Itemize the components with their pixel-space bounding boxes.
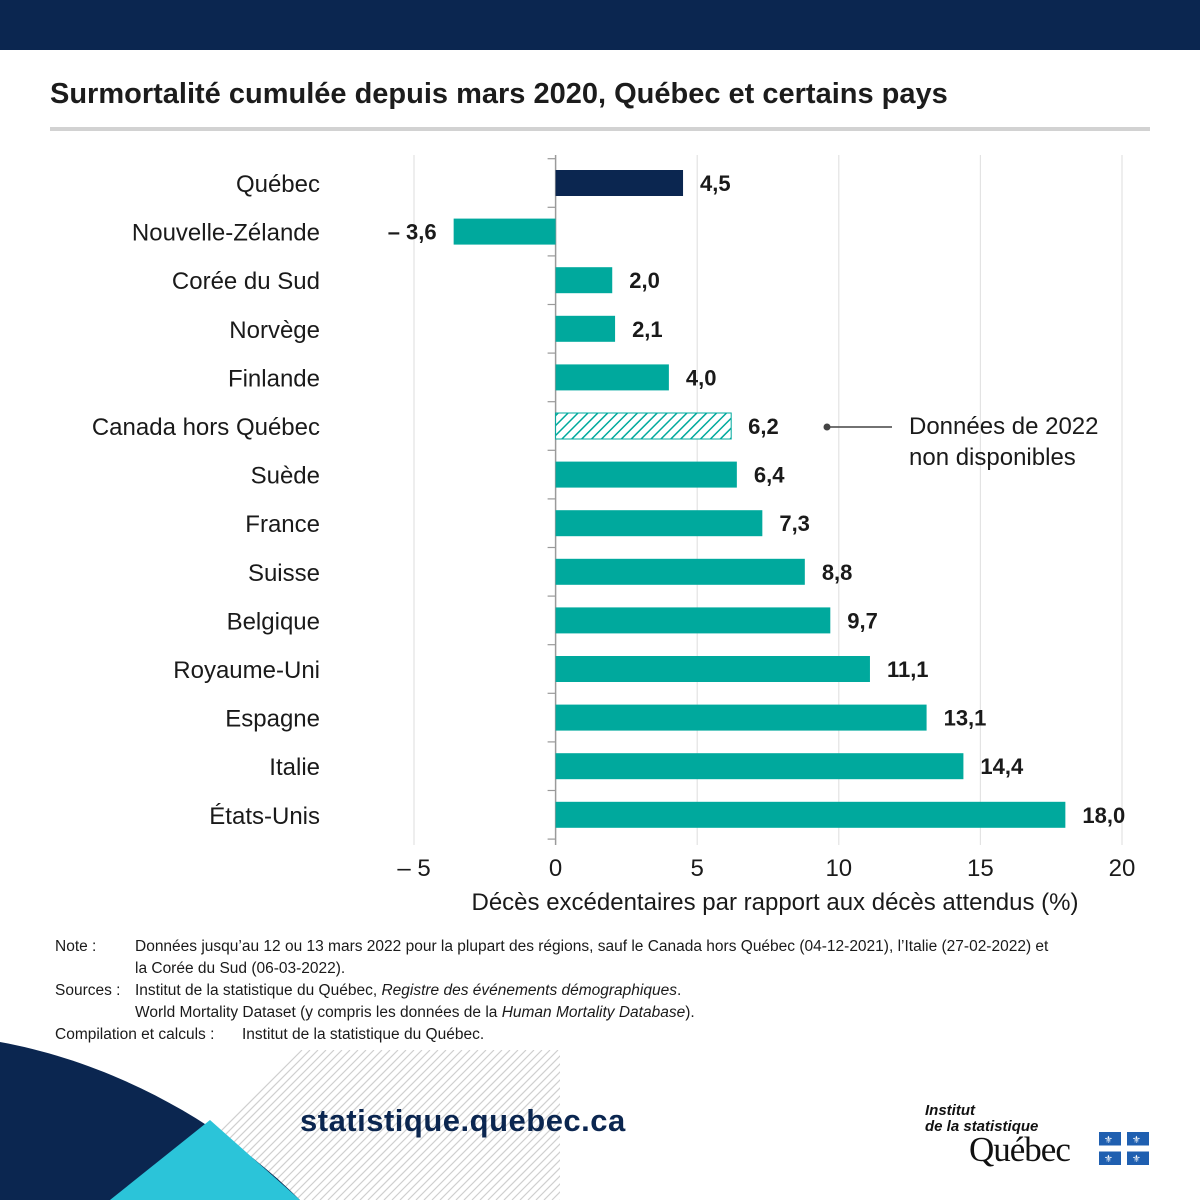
bar-chart: Québec Nouvelle-Zélande Corée du Sud Norvèg… (92, 155, 1135, 916)
source-2-end: ). (685, 1004, 695, 1021)
x-tick-label: 5 (691, 855, 704, 882)
footnotes: Note : Données jusqu’au 12 ou 13 mars 20… (55, 936, 1155, 1046)
value-label: 11,1 (887, 657, 929, 682)
x-tick-label: 0 (549, 855, 562, 882)
annotation-line1: Données de 2022 (909, 413, 1099, 440)
category-label: Corée du Sud (172, 268, 320, 295)
svg-text:⚜: ⚜ (1132, 1154, 1141, 1165)
website-url[interactable]: statistique.quebec.ca (300, 1103, 626, 1138)
source-1: Institut de la statistique du Québec, Re… (135, 980, 1125, 1002)
source-1-title: Registre des événements démographiques (381, 982, 677, 999)
category-label: Québec (236, 171, 320, 198)
cyan-triangle-shape (110, 1120, 300, 1200)
source-1-publisher: Institut de la statistique du Québec, (135, 982, 382, 999)
decorative-shapes (0, 1042, 560, 1200)
category-labels: Québec Nouvelle-Zélande Corée du Sud Norvèg… (92, 171, 320, 830)
category-label: Italie (269, 754, 320, 781)
sources-text: Institut de la statistique du Québec, Re… (135, 980, 1125, 1024)
bar (555, 656, 870, 682)
bar (555, 704, 927, 731)
value-label: 4,0 (686, 365, 717, 390)
bar (555, 461, 737, 488)
value-label: 9,7 (847, 608, 878, 633)
annotation: Données de 2022 non disponibles (823, 413, 1099, 471)
value-label: 7,3 (779, 511, 810, 536)
bar (555, 364, 669, 391)
note-row: Note : Données jusqu’au 12 ou 13 mars 20… (55, 936, 1155, 980)
note-label: Note : (55, 938, 97, 955)
bar (555, 607, 831, 634)
value-labels: 4,5 – 3,6 2,0 2,1 4,0 6,2 6,4 7,3 8,8 9,7 11,1 13,1… (388, 171, 1125, 828)
isq-logo: Institut de la statistique Québec ⚜ ⚜ ⚜ … (925, 1100, 1165, 1180)
svg-text:⚜: ⚜ (1104, 1135, 1113, 1146)
bars (453, 170, 1066, 828)
sources-row: Sources : Institut de la statistique du … (55, 980, 1155, 1024)
bar (555, 267, 613, 294)
logo-quebec: Québec (969, 1130, 1071, 1169)
x-tick-label: – 5 (397, 855, 430, 882)
bar (555, 510, 763, 537)
value-label: 2,0 (629, 268, 660, 293)
x-axis-ticks: – 5 0 5 10 15 20 (397, 855, 1135, 882)
source-2-dataset: World Mortality Dataset (y compris les d… (135, 1004, 502, 1021)
x-tick-label: 20 (1109, 855, 1136, 882)
title-divider (50, 127, 1150, 131)
grid-lines (413, 155, 1123, 845)
bar (555, 315, 616, 342)
value-label: 4,5 (700, 171, 731, 196)
annotation-line2: non disponibles (909, 444, 1076, 471)
note-text: Données jusqu’au 12 ou 13 mars 2022 pour… (135, 936, 1125, 980)
bar (555, 170, 684, 196)
value-label: 18,0 (1082, 803, 1125, 828)
category-label: États-Unis (209, 803, 320, 830)
note-text-line1: Données jusqu’au 12 ou 13 mars 2022 pour… (135, 938, 1049, 955)
value-label: 2,1 (632, 317, 663, 342)
x-tick-label: 10 (825, 855, 852, 882)
compilation-row: Compilation et calculs : Institut de la … (55, 1024, 1155, 1046)
bar (555, 558, 805, 585)
svg-text:⚜: ⚜ (1104, 1154, 1113, 1165)
category-label: Finlande (228, 365, 320, 392)
category-label: Norvège (229, 317, 320, 344)
x-tick-label: 15 (967, 855, 994, 882)
category-label: Nouvelle-Zélande (132, 220, 320, 247)
category-label: France (245, 511, 320, 538)
category-label: Canada hors Québec (92, 414, 320, 441)
value-label: 8,8 (822, 560, 853, 585)
compilation-text: Institut de la statistique du Québec. (242, 1026, 485, 1043)
source-2: World Mortality Dataset (y compris les d… (135, 1002, 1125, 1024)
source-2-title: Human Mortality Database (501, 1004, 686, 1021)
top-band (0, 0, 1200, 50)
category-label: Espagne (225, 706, 320, 733)
value-label: 14,4 (980, 754, 1024, 779)
bar (555, 801, 1066, 828)
compilation-label: Compilation et calculs : (55, 1026, 215, 1043)
chart-title: Surmortalité cumulée depuis mars 2020, Q… (50, 78, 948, 110)
quebec-flag-icon: ⚜ ⚜ ⚜ ⚜ (1099, 1132, 1149, 1165)
category-label: Belgique (227, 608, 320, 635)
bar (555, 753, 964, 780)
value-label: 13,1 (944, 706, 987, 731)
x-axis-label: Décès excédentaires par rapport aux décè… (472, 889, 1079, 916)
value-label: 6,2 (748, 414, 779, 439)
value-label: – 3,6 (388, 220, 437, 245)
category-label: Royaume-Uni (173, 657, 320, 684)
note-text-line2: la Corée du Sud (06-03-2022). (135, 960, 346, 977)
logo-line1: Institut (925, 1102, 975, 1119)
logo-line2: de la statistique (925, 1118, 1039, 1135)
value-label: 6,4 (754, 463, 785, 488)
bar (453, 218, 556, 245)
svg-text:⚜: ⚜ (1132, 1135, 1141, 1146)
bar (555, 412, 732, 440)
category-label: Suisse (248, 560, 320, 587)
category-label: Suède (251, 463, 320, 490)
source-1-end: . (676, 982, 682, 999)
sources-label: Sources : (55, 982, 121, 999)
